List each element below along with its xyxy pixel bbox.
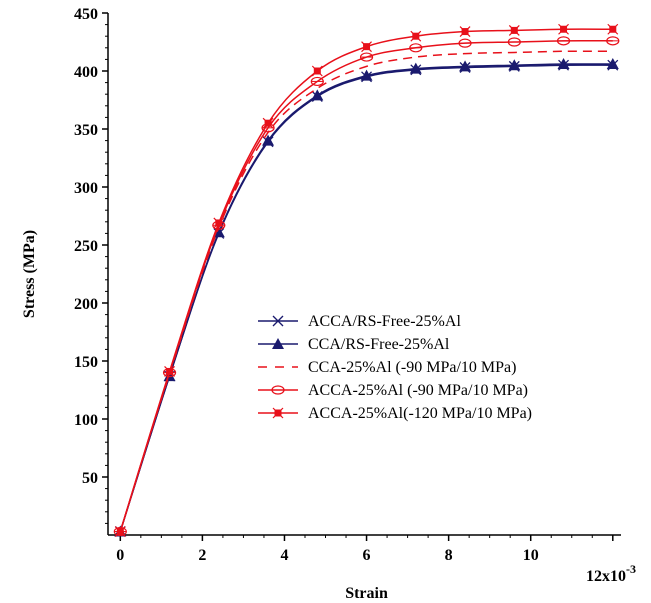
data-point-marker <box>459 60 472 72</box>
data-point-marker <box>607 23 619 35</box>
y-tick-label: 150 <box>74 354 98 371</box>
x-axis-multiplier-exponent: -3 <box>626 562 636 576</box>
x-tick-label: 6 <box>363 547 371 564</box>
data-point-marker <box>558 23 569 35</box>
legend-label: CCA/RS-Free-25%Al <box>308 336 450 353</box>
y-tick-label: 100 <box>74 412 98 429</box>
legend: ACCA/RS-Free-25%Al CCA/RS-Free-25%Al CCA-2… <box>258 313 532 422</box>
x-tick-label: 10 <box>523 547 539 564</box>
series-line <box>119 40 613 532</box>
data-point-marker <box>262 134 275 146</box>
x-axis-multiplier-base: 12x10 <box>586 568 626 585</box>
x-tick-label: 0 <box>116 547 124 564</box>
series-5 <box>114 23 619 537</box>
legend-label: ACCA-25%Al(-120 MPa/10 MPa) <box>308 405 532 422</box>
y-axis-label: Stress (MPa) <box>21 230 38 318</box>
x-axis-label: Strain <box>345 585 388 602</box>
data-point-marker <box>114 526 126 537</box>
data-point-marker <box>409 43 423 53</box>
x-tick-label: 2 <box>198 547 206 564</box>
axes <box>102 12 621 541</box>
data-point-marker <box>508 59 521 71</box>
data-point-marker <box>458 38 472 48</box>
data-point-marker <box>556 36 571 46</box>
y-tick-label: 50 <box>82 470 98 487</box>
legend-label: ACCA/RS-Free-25%Al <box>308 313 461 330</box>
legend-label: CCA-25%Al (-90 MPa/10 MPa) <box>308 359 516 376</box>
data-point-marker <box>459 26 471 37</box>
x-tick-label: 4 <box>280 547 288 564</box>
series-1 <box>114 59 619 537</box>
data-point-marker <box>213 217 225 229</box>
series-4 <box>113 36 620 537</box>
legend-entry: ACCA-25%Al (-90 MPa/10 MPa) <box>258 382 528 399</box>
data-point-marker <box>361 41 372 53</box>
legend-entry: CCA-25%Al (-90 MPa/10 MPa) <box>258 359 516 376</box>
legend-entry: ACCA/RS-Free-25%Al <box>258 313 461 330</box>
y-tick-label: 250 <box>74 238 98 255</box>
data-point-marker <box>311 65 323 77</box>
data-point-marker <box>360 69 373 81</box>
data-point-marker <box>359 52 374 62</box>
data-point-marker <box>272 407 284 419</box>
tick-labels: 50 100 150 200 250 300 350 400 450 0 2 4 6 8 10 <box>74 6 539 564</box>
data-point-marker <box>311 89 324 101</box>
series-group <box>113 23 620 537</box>
data-point-marker <box>262 117 274 129</box>
series-2 <box>114 58 619 537</box>
data-point-marker <box>272 315 284 327</box>
y-tick-label: 300 <box>74 180 98 197</box>
data-point-marker <box>310 76 324 87</box>
legend-entry: CCA/RS-Free-25%Al <box>258 336 450 353</box>
series-line <box>119 28 613 532</box>
data-point-marker <box>271 385 285 395</box>
data-point-marker <box>164 366 175 377</box>
data-point-marker <box>557 58 570 70</box>
legend-entry: ACCA-25%Al(-120 MPa/10 MPa) <box>258 405 532 422</box>
x-tick-label: 8 <box>445 547 453 564</box>
data-point-marker <box>272 338 284 349</box>
data-point-marker <box>410 30 422 42</box>
y-tick-label: 350 <box>74 122 98 139</box>
legend-label: ACCA-25%Al (-90 MPa/10 MPa) <box>308 382 528 399</box>
data-point-marker <box>163 370 176 382</box>
data-point-marker <box>507 37 521 47</box>
data-point-marker <box>606 36 620 46</box>
y-tick-label: 450 <box>74 6 98 23</box>
data-point-marker <box>508 24 520 36</box>
data-point-marker <box>606 58 619 70</box>
y-tick-label: 200 <box>74 296 98 313</box>
x-axis-multiplier: 12x10-3 <box>586 562 636 585</box>
data-point-marker <box>409 62 422 74</box>
y-tick-label: 400 <box>74 64 98 81</box>
